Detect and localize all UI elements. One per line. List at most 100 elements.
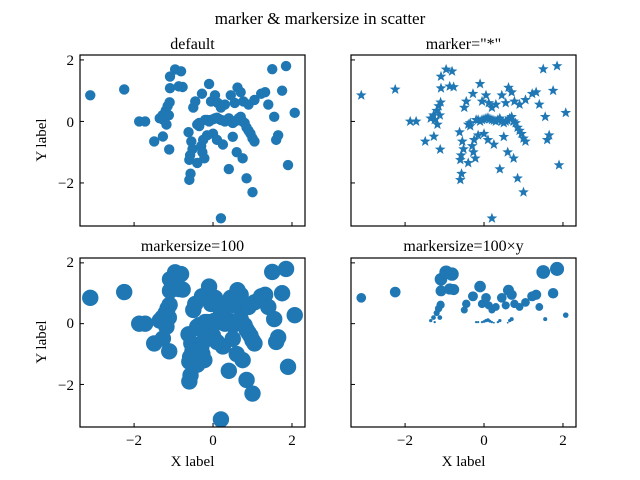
data-point xyxy=(249,136,260,147)
data-point xyxy=(184,174,195,186)
data-point xyxy=(435,285,447,297)
panel-title-ms100: markersize=100 xyxy=(141,238,244,255)
data-point xyxy=(468,146,479,157)
data-point xyxy=(158,318,175,335)
axes-frame-top-right xyxy=(350,54,577,227)
data-point xyxy=(466,140,478,151)
data-point xyxy=(267,63,278,75)
data-point xyxy=(82,289,99,307)
data-point xyxy=(455,174,466,185)
ytick-label: 2 xyxy=(67,255,75,271)
data-point xyxy=(272,130,284,141)
data-point xyxy=(486,101,498,113)
data-point xyxy=(506,321,509,324)
data-point xyxy=(172,265,190,283)
data-point xyxy=(541,134,553,145)
data-point xyxy=(164,83,176,94)
figure-suptitle: marker & markersize in scatter xyxy=(215,9,426,28)
data-point xyxy=(224,330,241,348)
data-point xyxy=(177,81,188,93)
data-point xyxy=(468,134,480,145)
data-point xyxy=(520,135,531,146)
data-point xyxy=(192,157,203,169)
data-point xyxy=(543,129,555,140)
data-point xyxy=(518,186,529,197)
data-point xyxy=(448,284,460,296)
ytick-label: 2 xyxy=(67,53,75,69)
axis-ticks xyxy=(80,59,564,427)
data-point xyxy=(246,335,263,352)
data-point xyxy=(259,87,271,98)
panel-title-star: marker="*" xyxy=(426,36,501,53)
data-point xyxy=(429,114,441,125)
data-point xyxy=(476,320,480,324)
data-point xyxy=(508,152,519,163)
data-point xyxy=(181,373,198,390)
data-point xyxy=(498,318,502,323)
data-point xyxy=(433,320,436,324)
data-point xyxy=(503,82,514,93)
data-point xyxy=(223,163,235,175)
data-point xyxy=(269,329,287,346)
data-point xyxy=(531,289,542,300)
data-point xyxy=(472,129,484,140)
data-point xyxy=(530,86,542,97)
data-point xyxy=(217,139,229,150)
data-point xyxy=(500,97,512,108)
data-point xyxy=(235,87,246,98)
data-point xyxy=(509,95,520,106)
data-point xyxy=(462,299,471,309)
data-point xyxy=(488,319,492,323)
xtick-label: 2 xyxy=(288,433,296,449)
data-point xyxy=(560,107,572,118)
data-point xyxy=(508,115,519,126)
data-point xyxy=(547,85,559,96)
y-axis-label: Y label xyxy=(34,320,50,363)
data-point xyxy=(490,98,502,110)
data-point xyxy=(536,265,551,279)
data-point xyxy=(455,149,467,160)
data-point xyxy=(203,78,215,90)
data-point xyxy=(436,300,445,309)
data-point xyxy=(481,292,491,303)
data-point xyxy=(483,97,495,108)
data-point xyxy=(446,65,458,76)
xtick-label: −2 xyxy=(397,433,413,449)
data-point xyxy=(543,317,548,322)
data-point xyxy=(506,289,517,300)
data-point xyxy=(496,320,500,324)
x-axis-label: X label xyxy=(442,454,486,470)
x-axis-label: X label xyxy=(171,454,215,470)
data-point xyxy=(241,173,252,184)
data-point xyxy=(458,101,470,113)
data-point xyxy=(220,362,238,379)
data-point xyxy=(454,126,465,137)
data-point xyxy=(277,260,295,278)
data-point xyxy=(547,288,559,299)
data-point xyxy=(506,111,517,122)
data-point xyxy=(537,63,549,74)
xtick-label: 2 xyxy=(559,433,567,449)
data-point xyxy=(462,157,474,168)
data-point xyxy=(498,131,510,142)
data-point xyxy=(435,82,447,93)
data-point xyxy=(474,320,478,324)
data-point xyxy=(435,96,446,107)
data-point xyxy=(263,99,274,110)
data-point xyxy=(509,317,514,322)
panel-title-ms100y: markersize=100×y xyxy=(403,238,523,255)
data-point xyxy=(269,111,280,123)
data-point xyxy=(237,153,248,164)
data-point xyxy=(435,70,447,82)
xtick-label: 0 xyxy=(480,433,488,449)
data-point xyxy=(562,312,569,318)
data-point xyxy=(273,285,291,302)
data-point xyxy=(550,261,565,276)
data-point xyxy=(175,66,187,77)
data-point xyxy=(520,94,531,105)
data-point xyxy=(280,60,292,72)
data-point xyxy=(470,152,481,163)
data-point xyxy=(492,321,495,324)
data-point xyxy=(260,298,277,316)
data-point xyxy=(467,88,479,99)
